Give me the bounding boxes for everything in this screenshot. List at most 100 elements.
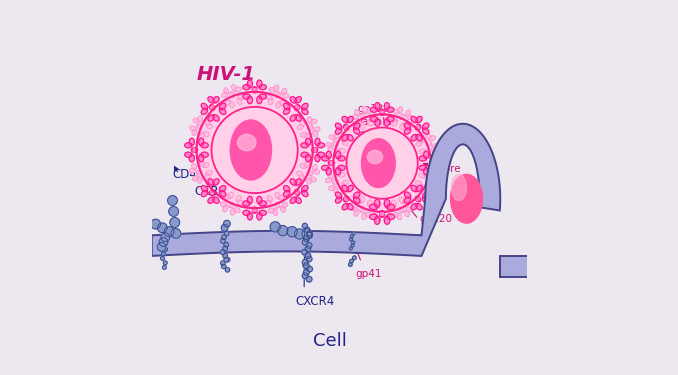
Circle shape (306, 243, 312, 248)
Ellipse shape (361, 213, 367, 219)
Circle shape (161, 233, 170, 242)
Circle shape (334, 114, 431, 212)
Ellipse shape (424, 152, 428, 159)
Circle shape (305, 253, 311, 258)
Ellipse shape (336, 152, 340, 159)
Ellipse shape (275, 204, 279, 207)
Ellipse shape (375, 119, 380, 126)
Ellipse shape (354, 210, 359, 216)
Ellipse shape (433, 144, 439, 148)
Circle shape (163, 266, 166, 269)
Ellipse shape (247, 96, 252, 104)
Ellipse shape (342, 116, 348, 123)
Ellipse shape (432, 178, 439, 184)
Ellipse shape (369, 117, 376, 122)
Circle shape (169, 207, 178, 216)
Ellipse shape (189, 168, 196, 173)
Ellipse shape (353, 123, 360, 129)
Circle shape (349, 238, 353, 241)
Ellipse shape (232, 85, 237, 91)
Ellipse shape (431, 174, 436, 180)
Ellipse shape (311, 119, 317, 124)
Ellipse shape (380, 110, 384, 116)
Ellipse shape (306, 178, 312, 184)
Ellipse shape (359, 196, 365, 203)
Ellipse shape (220, 190, 226, 196)
Circle shape (224, 220, 231, 227)
Ellipse shape (301, 152, 308, 157)
Ellipse shape (238, 95, 244, 100)
Ellipse shape (206, 171, 212, 176)
Ellipse shape (386, 107, 394, 112)
Ellipse shape (294, 190, 300, 195)
Ellipse shape (334, 133, 338, 139)
Circle shape (163, 248, 167, 251)
Circle shape (303, 264, 308, 268)
Ellipse shape (201, 152, 208, 157)
Ellipse shape (404, 192, 411, 198)
Circle shape (151, 219, 161, 229)
Ellipse shape (342, 180, 348, 185)
Ellipse shape (189, 154, 195, 162)
Ellipse shape (416, 141, 422, 146)
Ellipse shape (411, 116, 418, 123)
Ellipse shape (199, 154, 204, 162)
Ellipse shape (192, 129, 197, 135)
Ellipse shape (397, 213, 401, 220)
Ellipse shape (197, 124, 202, 129)
Circle shape (306, 231, 312, 236)
Ellipse shape (361, 115, 365, 117)
Circle shape (170, 217, 180, 227)
Ellipse shape (435, 165, 443, 170)
Ellipse shape (404, 128, 411, 134)
Ellipse shape (197, 116, 203, 122)
Ellipse shape (429, 136, 435, 141)
Ellipse shape (430, 161, 436, 165)
Ellipse shape (400, 123, 405, 130)
Ellipse shape (374, 200, 380, 207)
Text: core: core (439, 165, 461, 174)
Ellipse shape (247, 196, 252, 204)
Circle shape (161, 256, 165, 260)
Ellipse shape (353, 128, 360, 134)
Ellipse shape (386, 204, 395, 210)
Ellipse shape (406, 115, 413, 120)
Ellipse shape (380, 213, 384, 215)
Ellipse shape (355, 122, 362, 127)
Ellipse shape (224, 194, 230, 199)
Ellipse shape (294, 105, 300, 110)
Circle shape (305, 246, 311, 252)
Ellipse shape (281, 206, 285, 212)
Ellipse shape (312, 148, 318, 152)
Polygon shape (500, 256, 545, 277)
Circle shape (304, 260, 308, 265)
Ellipse shape (384, 200, 389, 207)
Circle shape (307, 257, 312, 261)
Ellipse shape (243, 94, 250, 99)
Ellipse shape (451, 174, 483, 223)
Circle shape (225, 258, 230, 262)
Ellipse shape (361, 139, 395, 188)
Ellipse shape (229, 101, 234, 108)
Ellipse shape (386, 214, 394, 219)
Ellipse shape (269, 87, 275, 92)
Ellipse shape (259, 201, 266, 206)
Ellipse shape (329, 135, 336, 140)
Ellipse shape (384, 103, 389, 110)
Ellipse shape (305, 133, 310, 140)
Ellipse shape (418, 136, 423, 143)
Ellipse shape (416, 197, 420, 201)
Ellipse shape (295, 115, 301, 121)
Circle shape (220, 250, 225, 255)
Ellipse shape (333, 141, 338, 146)
Ellipse shape (342, 185, 348, 192)
Circle shape (171, 228, 181, 238)
Ellipse shape (330, 161, 333, 165)
Ellipse shape (190, 126, 196, 131)
Ellipse shape (402, 199, 409, 204)
Ellipse shape (290, 179, 296, 185)
Ellipse shape (277, 93, 279, 96)
Ellipse shape (353, 192, 360, 198)
Ellipse shape (370, 107, 378, 112)
Ellipse shape (399, 197, 404, 203)
